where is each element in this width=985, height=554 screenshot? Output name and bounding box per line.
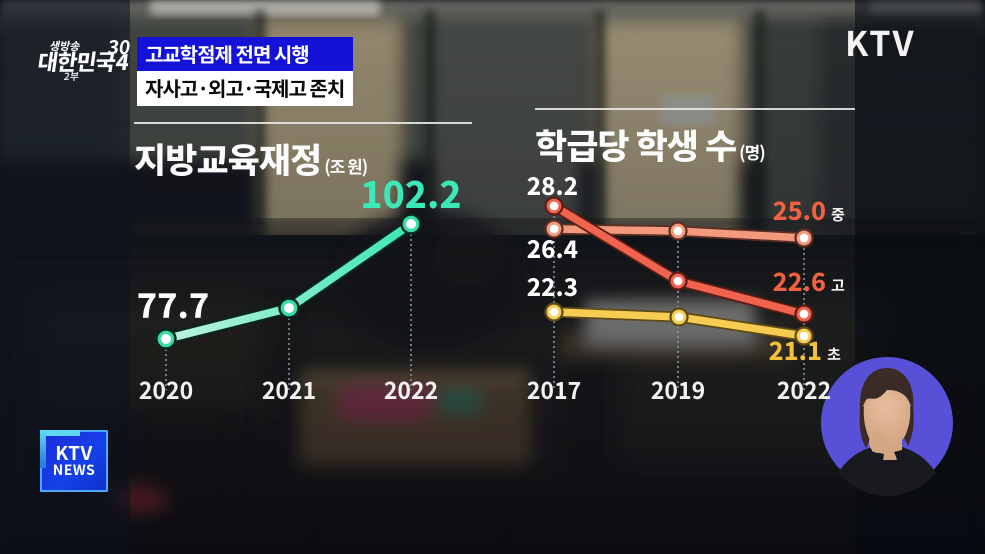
svg-text:2017: 2017 [527,372,581,406]
svg-text:2019: 2019 [651,372,705,406]
svg-text:102.2: 102.2 [360,165,460,219]
svg-text:21.1: 21.1 [769,332,822,368]
svg-text:2021: 2021 [262,372,316,406]
svg-text:2022: 2022 [384,372,438,406]
svg-text:22.3: 22.3 [527,268,578,303]
svg-text:25.0: 25.0 [773,192,826,228]
svg-text:2022: 2022 [777,372,831,406]
svg-text:26.4: 26.4 [527,230,578,265]
svg-text:고: 고 [831,275,845,296]
svg-text:2020: 2020 [139,372,193,406]
svg-text:28.2: 28.2 [527,167,578,202]
svg-text:중: 중 [831,204,845,225]
svg-text:22.6: 22.6 [773,263,826,299]
svg-text:초: 초 [827,344,841,365]
svg-text:77.7: 77.7 [137,279,210,328]
